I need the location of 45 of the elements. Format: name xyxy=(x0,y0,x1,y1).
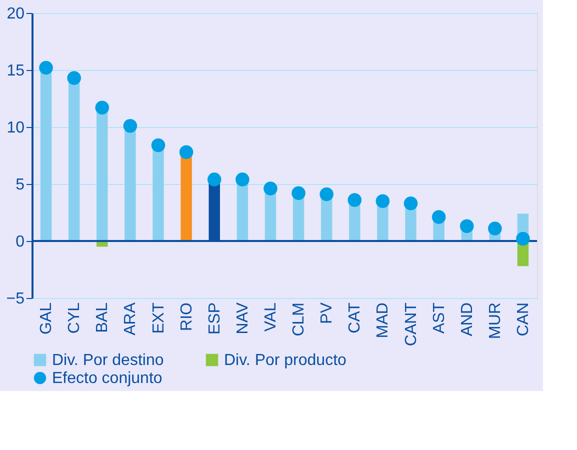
x-tick-label: ARA xyxy=(122,302,140,336)
point xyxy=(95,100,110,114)
y-tick-label: 10 xyxy=(6,120,25,136)
point xyxy=(151,138,166,152)
y-tick-label: −5 xyxy=(6,290,25,308)
x-tick-label: VAL xyxy=(262,302,280,332)
y-tick-label: 5 xyxy=(16,176,25,194)
point xyxy=(292,186,306,200)
x-tick-label: NAV xyxy=(234,302,252,334)
y-tick-label: 0 xyxy=(16,234,25,250)
point xyxy=(264,182,278,196)
y-tick-label: 20 xyxy=(6,6,25,22)
point xyxy=(320,187,334,202)
x-tick-label: CAN xyxy=(514,302,532,336)
point xyxy=(236,172,250,186)
point xyxy=(460,219,474,234)
point xyxy=(348,193,362,207)
x-tick-label: GAL xyxy=(38,302,56,335)
x-tick-label: AST xyxy=(430,302,448,334)
x-tick-label: ESP xyxy=(206,302,224,335)
point xyxy=(67,71,81,85)
x-tick-label: PV xyxy=(318,302,336,324)
x-tick-label: CLM xyxy=(290,302,308,336)
x-tick-label: CYL xyxy=(66,302,84,334)
x-tick-label: AND xyxy=(458,302,476,336)
x-tick-label: CANT xyxy=(402,302,420,346)
point xyxy=(432,210,446,224)
point xyxy=(404,196,418,210)
point xyxy=(516,232,530,246)
x-tick-label: MAD xyxy=(374,302,392,338)
legend-label: Efecto conjunto xyxy=(52,370,162,387)
point xyxy=(179,145,194,159)
x-tick-label: BAL xyxy=(94,302,112,333)
legend-label: Div. Por destino xyxy=(52,352,164,369)
point xyxy=(123,118,138,133)
legend-label: Div. Por producto xyxy=(224,352,347,369)
x-tick-label: MUR xyxy=(486,302,504,339)
y-tick-label: 15 xyxy=(6,62,25,80)
point xyxy=(39,60,53,75)
x-tick-label: RIO xyxy=(178,302,196,331)
point xyxy=(207,172,222,186)
point xyxy=(488,222,502,236)
point xyxy=(376,194,390,208)
x-tick-label: EXT xyxy=(150,302,168,334)
x-tick-label: CAT xyxy=(346,302,364,334)
